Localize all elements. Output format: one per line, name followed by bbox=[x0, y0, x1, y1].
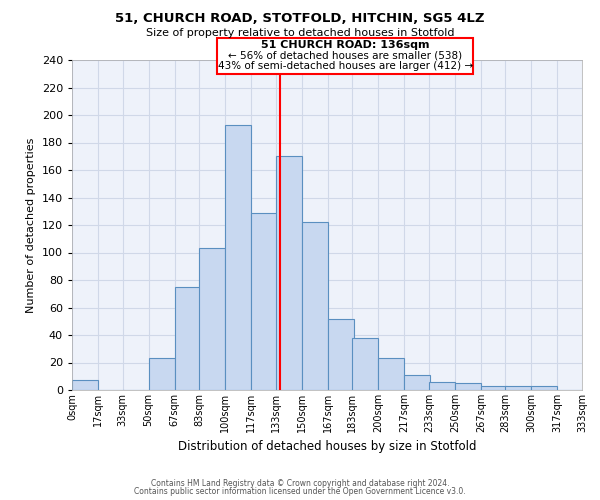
Bar bbox=[352, 338, 379, 390]
FancyBboxPatch shape bbox=[217, 38, 473, 74]
Bar bbox=[379, 358, 404, 390]
Bar bbox=[481, 386, 507, 390]
Text: 43% of semi-detached houses are larger (412) →: 43% of semi-detached houses are larger (… bbox=[218, 61, 473, 71]
Text: ← 56% of detached houses are smaller (538): ← 56% of detached houses are smaller (53… bbox=[229, 50, 463, 60]
Bar bbox=[275, 156, 302, 390]
Bar bbox=[72, 380, 98, 390]
Bar bbox=[149, 358, 175, 390]
Bar bbox=[532, 386, 557, 390]
X-axis label: Distribution of detached houses by size in Stotfold: Distribution of detached houses by size … bbox=[178, 440, 476, 454]
Bar bbox=[328, 318, 354, 390]
Bar bbox=[505, 386, 532, 390]
Text: 51, CHURCH ROAD, STOTFOLD, HITCHIN, SG5 4LZ: 51, CHURCH ROAD, STOTFOLD, HITCHIN, SG5 … bbox=[115, 12, 485, 26]
Text: Contains public sector information licensed under the Open Government Licence v3: Contains public sector information licen… bbox=[134, 487, 466, 496]
Text: Size of property relative to detached houses in Stotfold: Size of property relative to detached ho… bbox=[146, 28, 454, 38]
Text: Contains HM Land Registry data © Crown copyright and database right 2024.: Contains HM Land Registry data © Crown c… bbox=[151, 478, 449, 488]
Bar bbox=[175, 287, 200, 390]
Bar bbox=[455, 383, 481, 390]
Bar bbox=[251, 212, 277, 390]
Bar bbox=[302, 222, 328, 390]
Bar bbox=[225, 124, 251, 390]
Text: 51 CHURCH ROAD: 136sqm: 51 CHURCH ROAD: 136sqm bbox=[261, 40, 430, 50]
Bar bbox=[199, 248, 225, 390]
Bar bbox=[429, 382, 455, 390]
Y-axis label: Number of detached properties: Number of detached properties bbox=[26, 138, 36, 312]
Bar bbox=[404, 375, 430, 390]
